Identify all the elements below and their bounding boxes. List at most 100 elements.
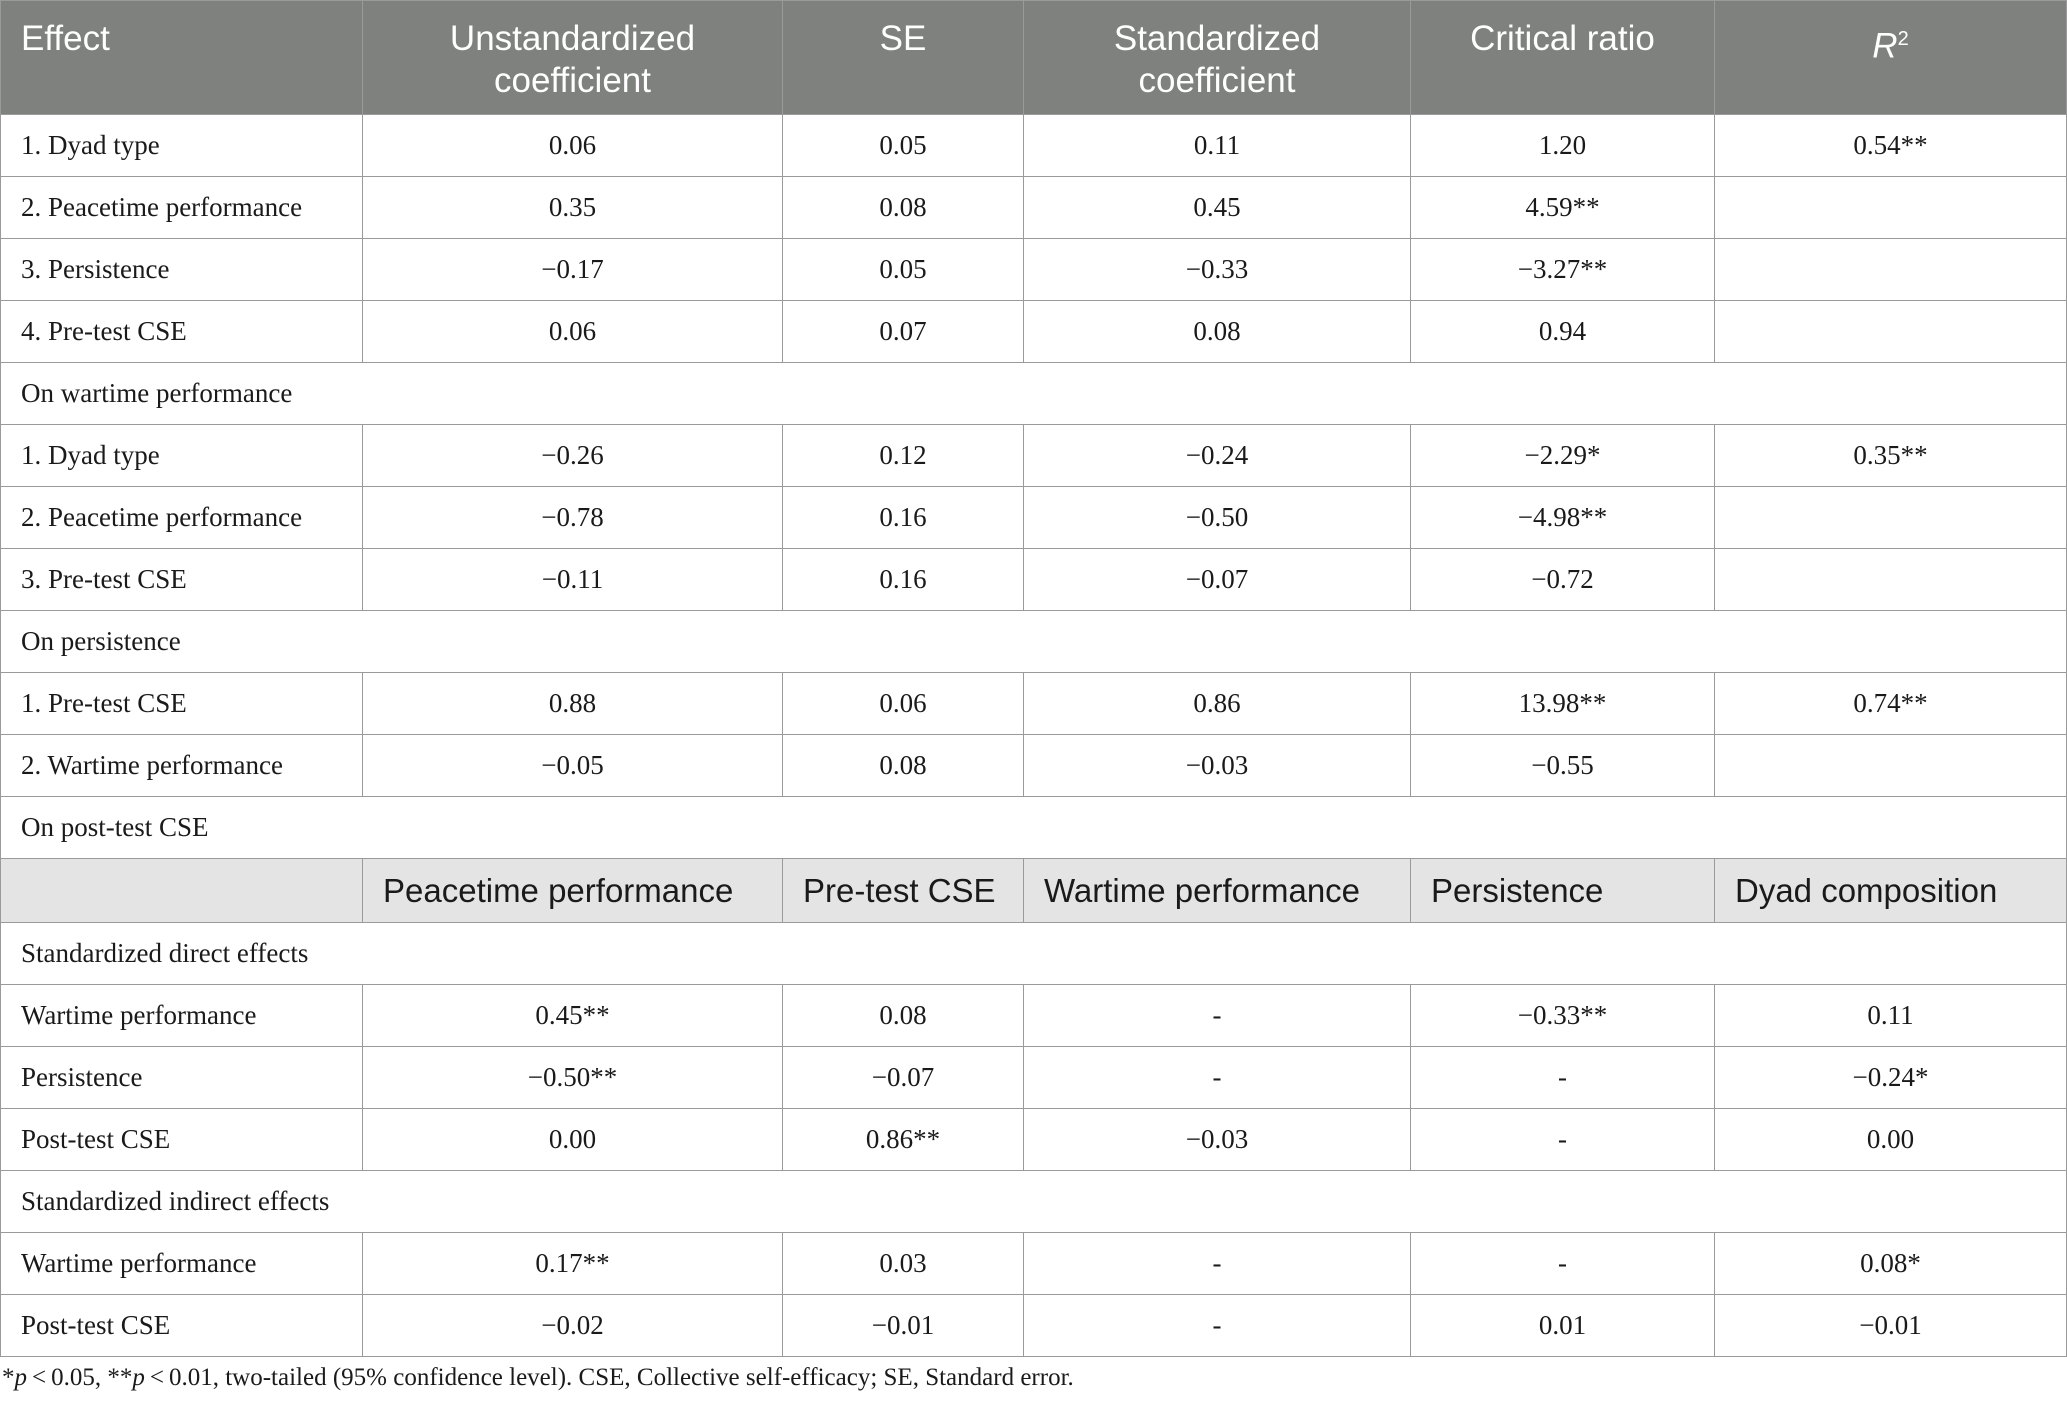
row-label: Persistence [0, 1046, 363, 1109]
cell-standardized: −0.03 [1023, 734, 1411, 797]
table-row: 2. Wartime performance −0.05 0.08 −0.03 … [0, 734, 2067, 797]
footnote-text: < 0.01, two-tailed (95% confidence level… [144, 1364, 1074, 1391]
cell-standardized: −0.07 [1023, 548, 1411, 611]
section-row: On post-test CSE [0, 796, 2067, 859]
cell-dyad: −0.01 [1714, 1294, 2067, 1357]
section-label: On persistence [0, 610, 2067, 673]
cell-critical-ratio: 0.94 [1410, 300, 1715, 363]
cell-unstandardized: 0.06 [362, 114, 783, 177]
cell-persistence: 0.01 [1410, 1294, 1715, 1357]
cell-standardized: 0.11 [1023, 114, 1411, 177]
cell-dyad: 0.08* [1714, 1232, 2067, 1295]
cell-dyad: −0.24* [1714, 1046, 2067, 1109]
cell-r-squared: 0.74** [1714, 672, 2067, 735]
cell-peacetime: 0.17** [362, 1232, 783, 1295]
section-row: Standardized direct effects [0, 922, 2067, 985]
cell-r-squared [1714, 238, 2067, 301]
header-std-line2: coefficient [1138, 61, 1296, 100]
header-effect: Effect [0, 0, 363, 115]
subheader-pretest-cse: Pre-test CSE [782, 858, 1024, 923]
cell-persistence: −0.33** [1410, 984, 1715, 1047]
row-label: Wartime performance [0, 1232, 363, 1295]
cell-se: 0.08 [782, 734, 1024, 797]
footnote-star: * [2, 1364, 15, 1391]
cell-dyad: 0.00 [1714, 1108, 2067, 1171]
cell-r-squared [1714, 300, 2067, 363]
row-label: 1. Dyad type [0, 424, 363, 487]
cell-wartime: - [1023, 1046, 1411, 1109]
cell-unstandardized: 0.06 [362, 300, 783, 363]
cell-peacetime: −0.50** [362, 1046, 783, 1109]
subheader-persistence: Persistence [1410, 858, 1715, 923]
footnote-threshold-1: < 0.05, ** [27, 1364, 133, 1391]
row-label: 1. Dyad type [0, 114, 363, 177]
cell-critical-ratio: −0.72 [1410, 548, 1715, 611]
header-unstandardized-coefficient: Unstandardized coefficient [362, 0, 783, 115]
header-unstd-line1: Unstandardized [449, 19, 696, 58]
cell-critical-ratio: 4.59** [1410, 176, 1715, 239]
table-row: Persistence −0.50** −0.07 - - −0.24* [0, 1046, 2067, 1109]
row-label: Post-test CSE [0, 1294, 363, 1357]
section-label: Standardized indirect effects [0, 1170, 2067, 1233]
header-std-line1: Standardized [1113, 19, 1321, 58]
cell-r-squared [1714, 548, 2067, 611]
cell-pretest: 0.03 [782, 1232, 1024, 1295]
cell-peacetime: 0.00 [362, 1108, 783, 1171]
cell-unstandardized: −0.26 [362, 424, 783, 487]
cell-se: 0.08 [782, 176, 1024, 239]
section-row: Standardized indirect effects [0, 1170, 2067, 1233]
section-row: On persistence [0, 610, 2067, 673]
cell-se: 0.16 [782, 486, 1024, 549]
row-label: Post-test CSE [0, 1108, 363, 1171]
cell-standardized: −0.50 [1023, 486, 1411, 549]
section-label: Standardized direct effects [0, 922, 2067, 985]
cell-se: 0.05 [782, 238, 1024, 301]
cell-critical-ratio: 13.98** [1410, 672, 1715, 735]
subheader-peacetime-performance: Peacetime performance [362, 858, 783, 923]
row-label: 2. Wartime performance [0, 734, 363, 797]
cell-se: 0.12 [782, 424, 1024, 487]
cell-standardized: 0.08 [1023, 300, 1411, 363]
cell-unstandardized: −0.05 [362, 734, 783, 797]
header-r2-superscript: 2 [1897, 28, 1909, 50]
table-footnote: *p < 0.05, **p < 0.01, two-tailed (95% c… [2, 1364, 1074, 1392]
cell-unstandardized: −0.11 [362, 548, 783, 611]
cell-r-squared: 0.35** [1714, 424, 2067, 487]
cell-critical-ratio: −2.29* [1410, 424, 1715, 487]
cell-unstandardized: −0.17 [362, 238, 783, 301]
header-row: Effect Unstandardized coefficient SE Stan… [0, 0, 2067, 115]
cell-wartime: - [1023, 1232, 1411, 1295]
cell-pretest: −0.07 [782, 1046, 1024, 1109]
table-row: 1. Pre-test CSE 0.88 0.06 0.86 13.98** 0… [0, 672, 2067, 735]
footnote-p1: p [14, 1364, 28, 1391]
header-r2-letter: R [1872, 26, 1898, 66]
row-label: 1. Pre-test CSE [0, 672, 363, 735]
table-row: 3. Persistence −0.17 0.05 −0.33 −3.27** [0, 238, 2067, 301]
row-label: 2. Peacetime performance [0, 176, 363, 239]
table-row: 4. Pre-test CSE 0.06 0.07 0.08 0.94 [0, 300, 2067, 363]
cell-unstandardized: −0.78 [362, 486, 783, 549]
cell-wartime: - [1023, 1294, 1411, 1357]
header-unstd-line2: coefficient [494, 61, 651, 100]
table-row: Post-test CSE 0.00 0.86** −0.03 - 0.00 [0, 1108, 2067, 1171]
table-row: 3. Pre-test CSE −0.11 0.16 −0.07 −0.72 [0, 548, 2067, 611]
row-label: 2. Peacetime performance [0, 486, 363, 549]
table-row: 2. Peacetime performance −0.78 0.16 −0.5… [0, 486, 2067, 549]
subheader-blank [0, 858, 363, 923]
header-r-squared: R2 [1714, 0, 2067, 115]
row-label: 3. Pre-test CSE [0, 548, 363, 611]
cell-critical-ratio: −3.27** [1410, 238, 1715, 301]
table-header: Effect Unstandardized coefficient SE Stan… [0, 0, 2067, 115]
cell-wartime: - [1023, 984, 1411, 1047]
cell-persistence: - [1410, 1232, 1715, 1295]
subheader-row: Peacetime performance Pre-test CSE Warti… [0, 858, 2067, 923]
cell-critical-ratio: −4.98** [1410, 486, 1715, 549]
header-critical-ratio: Critical ratio [1410, 0, 1715, 115]
table-row: 2. Peacetime performance 0.35 0.08 0.45 … [0, 176, 2067, 239]
cell-persistence: - [1410, 1108, 1715, 1171]
cell-standardized: 0.86 [1023, 672, 1411, 735]
cell-dyad: 0.11 [1714, 984, 2067, 1047]
table-row: 1. Dyad type 0.06 0.05 0.11 1.20 0.54** [0, 114, 2067, 177]
table-row: Wartime performance 0.45** 0.08 - −0.33*… [0, 984, 2067, 1047]
cell-pretest: −0.01 [782, 1294, 1024, 1357]
